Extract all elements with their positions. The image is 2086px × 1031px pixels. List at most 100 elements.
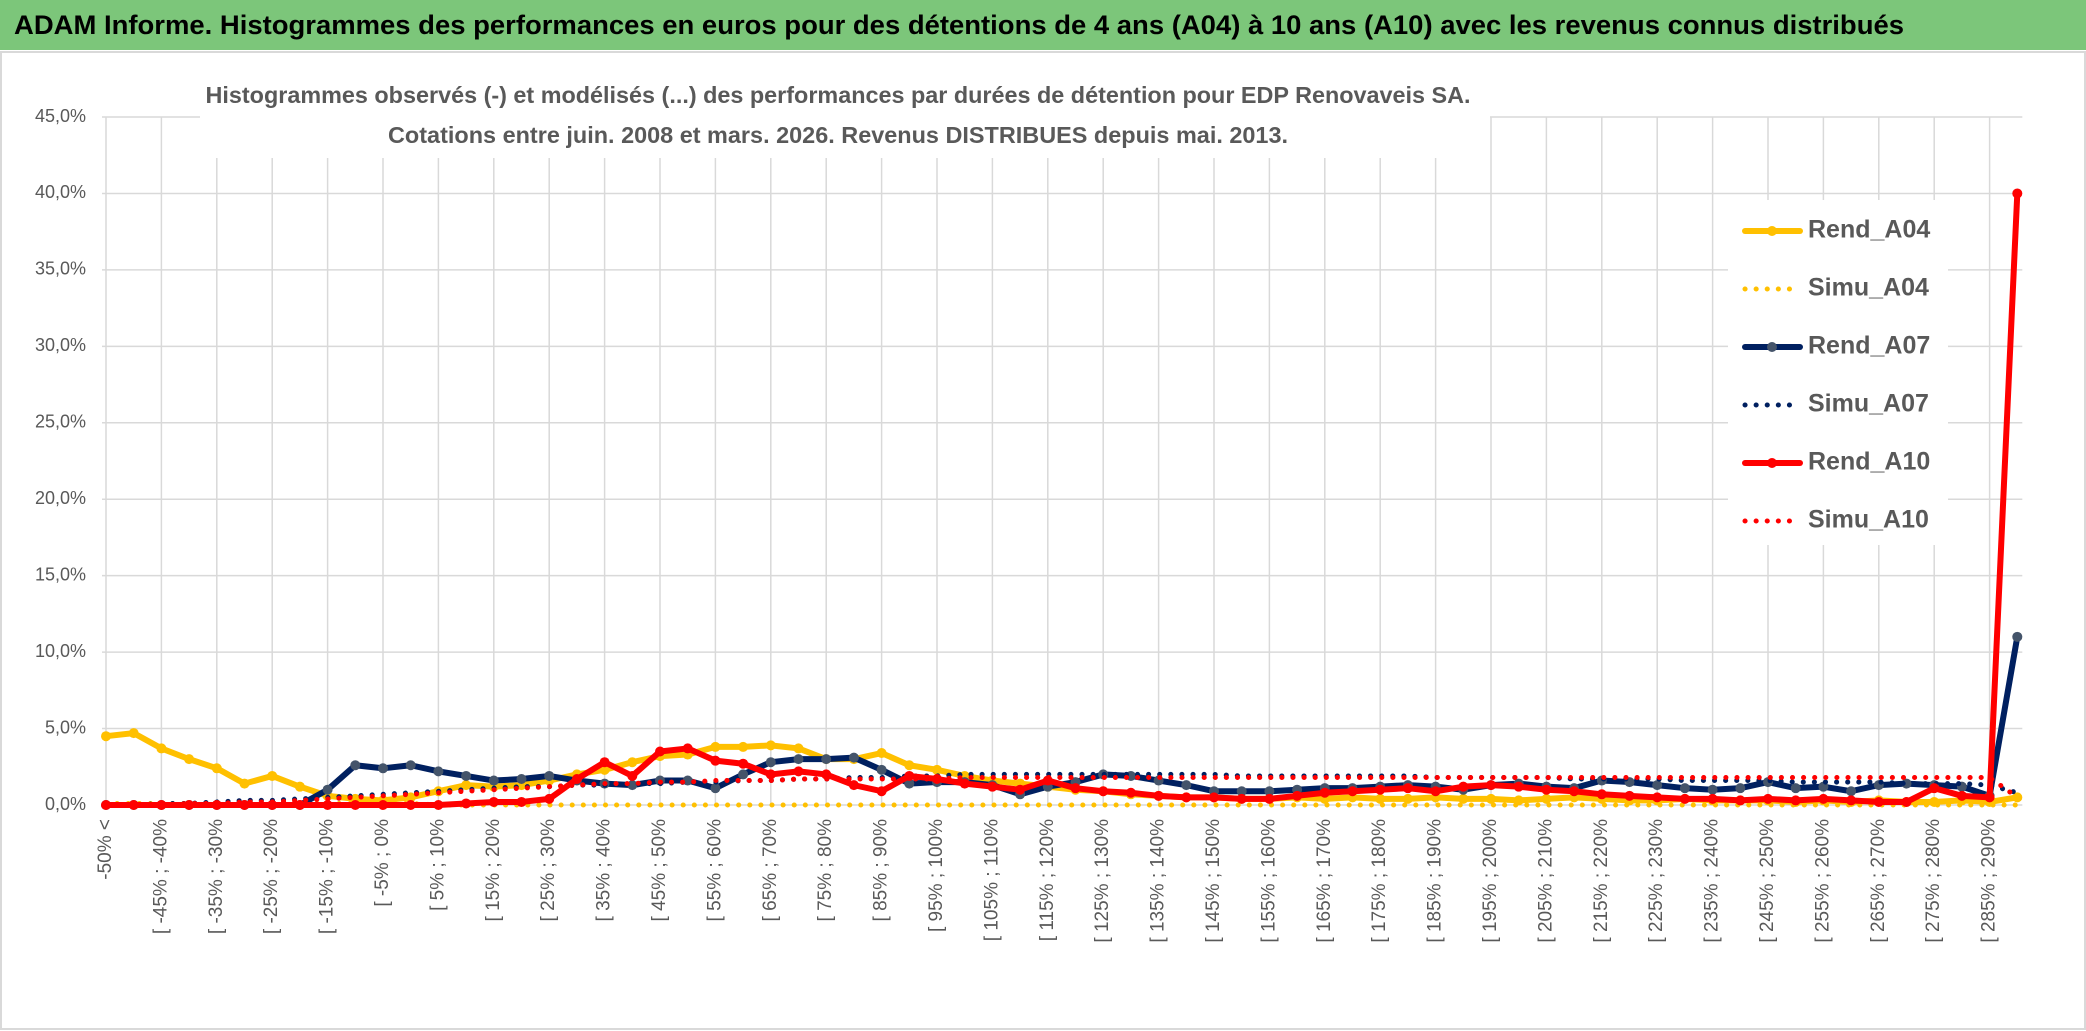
- x-tick-label: [ 95% ; 100%: [926, 819, 947, 932]
- data-point: [1319, 787, 1330, 798]
- data-point: [1402, 793, 1413, 804]
- data-point: [1569, 786, 1580, 797]
- data-point: [516, 774, 527, 785]
- data-point: [821, 754, 832, 765]
- data-point: [848, 752, 859, 763]
- data-point: [322, 800, 333, 810]
- data-point: [1707, 793, 1718, 804]
- data-point: [1347, 786, 1358, 797]
- data-point: [1070, 783, 1081, 794]
- data-point: [1541, 784, 1552, 795]
- legend-label: Simu_A07: [1808, 390, 1929, 418]
- data-point: [239, 778, 250, 789]
- data-point: [488, 796, 499, 807]
- y-tick-label: 5,0%: [45, 717, 86, 737]
- x-tick-label: [ 235% ; 240%: [1702, 819, 1723, 943]
- series-line: [103, 190, 2021, 808]
- data-point: [350, 760, 361, 771]
- data-point: [516, 796, 527, 807]
- data-point: [1513, 781, 1524, 792]
- data-point: [627, 780, 638, 791]
- x-tick-label: -50% <: [95, 819, 116, 880]
- data-point: [461, 770, 472, 781]
- data-point: [184, 754, 195, 765]
- y-tick-label: 40,0%: [35, 182, 86, 202]
- data-point: [1264, 786, 1275, 797]
- data-point: [738, 758, 749, 769]
- data-point: [765, 769, 776, 780]
- x-tick-label: [ 25% ; 30%: [538, 819, 559, 922]
- x-tick-label: [ 205% ; 210%: [1535, 819, 1556, 943]
- data-point: [738, 769, 749, 780]
- x-tick-label: [ 105% ; 110%: [981, 819, 1002, 941]
- data-point: [239, 800, 250, 810]
- x-tick-label: [ -35% ; -30%: [206, 819, 227, 934]
- data-point: [211, 763, 222, 774]
- legend-label: Rend_A04: [1808, 216, 1930, 244]
- x-tick-label: [ -45% ; -40%: [150, 819, 171, 934]
- x-tick-label: [ 55% ; 60%: [704, 819, 725, 922]
- data-point: [1486, 793, 1496, 804]
- data-point: [322, 784, 333, 795]
- chart-title: Histogrammes observés (-) et modélisés (…: [206, 82, 1471, 108]
- x-tick-label: [ 245% ; 250%: [1757, 819, 1778, 943]
- data-point: [904, 760, 915, 771]
- x-tick-label: [ -25% ; -20%: [261, 819, 282, 934]
- y-tick-label: 0,0%: [45, 794, 86, 814]
- data-point: [627, 757, 638, 768]
- header-bar: [0, 0, 2086, 50]
- data-point: [405, 792, 416, 803]
- data-point: [710, 755, 721, 766]
- data-point: [1901, 796, 1912, 807]
- data-point: [128, 728, 139, 739]
- data-point: [1458, 781, 1469, 792]
- data-point: [1679, 793, 1690, 804]
- data-point: [1846, 795, 1857, 806]
- x-tick-label: [ 265% ; 270%: [1868, 819, 1889, 943]
- legend-marker: [1767, 458, 1777, 468]
- legend-background: [1728, 200, 1948, 545]
- data-point: [1652, 792, 1663, 803]
- y-tick-label: 25,0%: [35, 412, 86, 432]
- data-point: [627, 770, 638, 781]
- y-tick-label: 35,0%: [35, 259, 86, 279]
- data-point: [793, 754, 804, 765]
- x-tick-label: [ 65% ; 70%: [760, 819, 781, 922]
- legend-label: Simu_A04: [1808, 274, 1929, 302]
- data-point: [378, 800, 388, 810]
- data-point: [599, 764, 610, 775]
- data-point: [876, 786, 887, 797]
- data-point: [1264, 793, 1275, 804]
- data-point: [1015, 784, 1026, 795]
- data-point: [959, 778, 970, 789]
- data-point: [1707, 784, 1718, 795]
- data-point: [1181, 780, 1192, 791]
- data-point: [848, 780, 859, 791]
- x-tick-label: [ 125% ; 130%: [1092, 819, 1113, 943]
- data-point: [793, 743, 804, 754]
- data-point: [710, 741, 721, 752]
- legend-label: Rend_A10: [1808, 448, 1930, 476]
- data-point: [294, 781, 305, 792]
- data-point: [1458, 793, 1469, 804]
- chart-subtitle: Cotations entre juin. 2008 et mars. 2026…: [388, 122, 1288, 148]
- data-point: [1873, 796, 1884, 807]
- header-title: ADAM Informe. Histogrammes des performan…: [14, 10, 1904, 40]
- data-point: [1735, 795, 1746, 806]
- data-point: [294, 800, 305, 810]
- data-point: [904, 778, 915, 789]
- data-point: [571, 774, 582, 785]
- data-point: [1818, 793, 1829, 804]
- data-point: [1125, 787, 1136, 798]
- data-point: [1790, 783, 1801, 794]
- data-point: [378, 763, 388, 774]
- data-point: [793, 766, 804, 777]
- data-point: [2012, 631, 2023, 642]
- data-point: [1846, 786, 1857, 797]
- data-point: [1984, 792, 1995, 803]
- data-point: [876, 764, 887, 775]
- data-point: [682, 775, 693, 786]
- data-point: [1153, 790, 1164, 801]
- x-tick-label: [ 155% ; 160%: [1258, 819, 1279, 943]
